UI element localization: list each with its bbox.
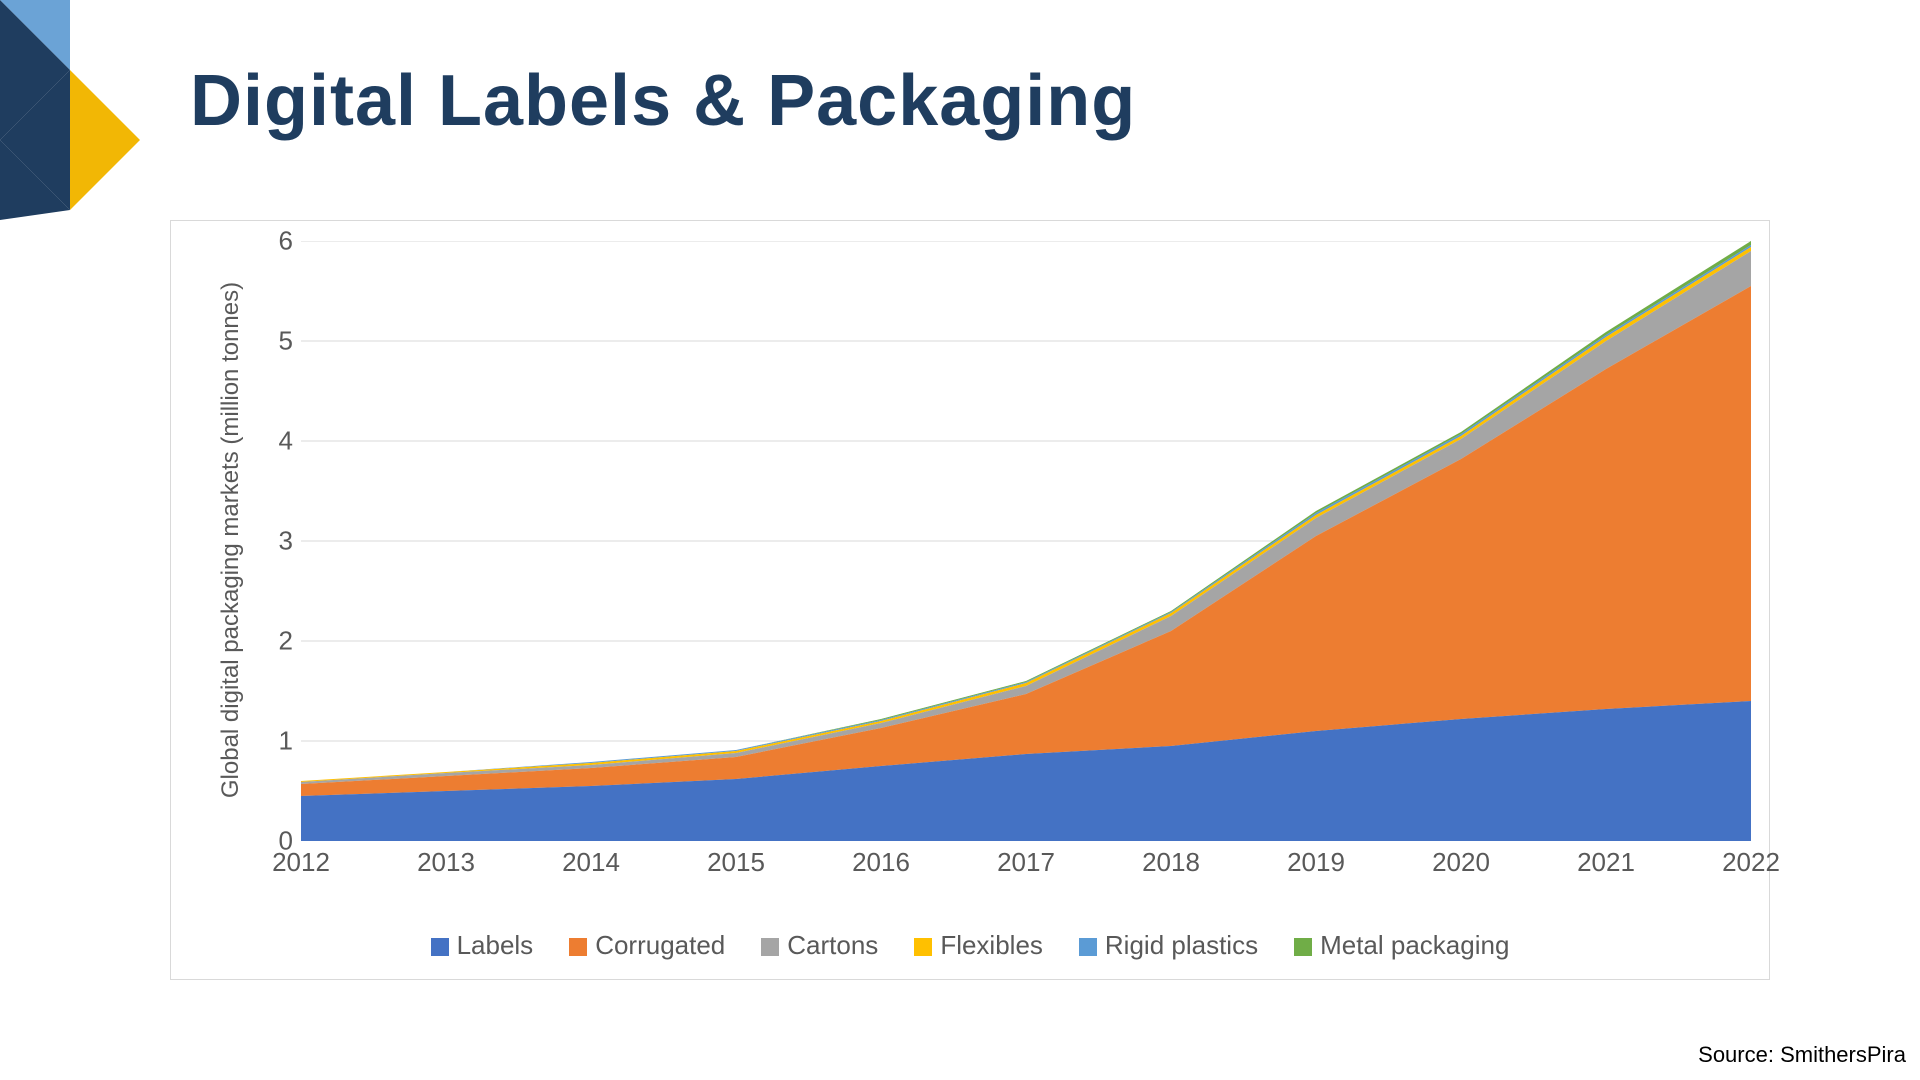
x-tick: 2020 (1432, 847, 1490, 878)
legend-item-rigid-plastics: Rigid plastics (1079, 930, 1258, 961)
chart-legend: Labels Corrugated Cartons Flexibles Rigid pl… (171, 930, 1769, 961)
legend-label: Corrugated (595, 930, 725, 960)
x-tick: 2013 (417, 847, 475, 878)
y-tick: 3 (173, 526, 293, 557)
legend-swatch-icon (914, 938, 932, 956)
legend-item-cartons: Cartons (761, 930, 878, 961)
legend-item-flexibles: Flexibles (914, 930, 1043, 961)
y-tick: 2 (173, 626, 293, 657)
legend-label: Flexibles (940, 930, 1043, 960)
x-tick: 2014 (562, 847, 620, 878)
page-title: Digital Labels & Packaging (190, 60, 1136, 142)
x-tick: 2019 (1287, 847, 1345, 878)
legend-label: Cartons (787, 930, 878, 960)
area-chart (301, 241, 1751, 841)
y-tick: 4 (173, 426, 293, 457)
y-tick: 6 (173, 226, 293, 257)
y-tick: 1 (173, 726, 293, 757)
x-tick: 2021 (1577, 847, 1635, 878)
y-ticks: 0123456 (171, 241, 301, 841)
legend-label: Metal packaging (1320, 930, 1509, 960)
source-attribution: Source: SmithersPira (1698, 1042, 1906, 1068)
y-tick: 5 (173, 326, 293, 357)
logo-icon (0, 0, 140, 220)
chart-container: Global digital packaging markets (millio… (170, 220, 1770, 980)
x-tick: 2016 (852, 847, 910, 878)
x-tick: 2017 (997, 847, 1055, 878)
x-tick: 2018 (1142, 847, 1200, 878)
legend-swatch-icon (569, 938, 587, 956)
legend-swatch-icon (761, 938, 779, 956)
legend-label: Labels (457, 930, 534, 960)
legend-item-metal-packaging: Metal packaging (1294, 930, 1509, 961)
x-tick: 2012 (272, 847, 330, 878)
x-tick: 2022 (1722, 847, 1780, 878)
legend-item-corrugated: Corrugated (569, 930, 725, 961)
legend-swatch-icon (1294, 938, 1312, 956)
legend-swatch-icon (431, 938, 449, 956)
legend-swatch-icon (1079, 938, 1097, 956)
x-tick: 2015 (707, 847, 765, 878)
legend-item-labels: Labels (431, 930, 534, 961)
x-ticks: 2012201320142015201620172018201920202021… (301, 841, 1751, 881)
legend-label: Rigid plastics (1105, 930, 1258, 960)
